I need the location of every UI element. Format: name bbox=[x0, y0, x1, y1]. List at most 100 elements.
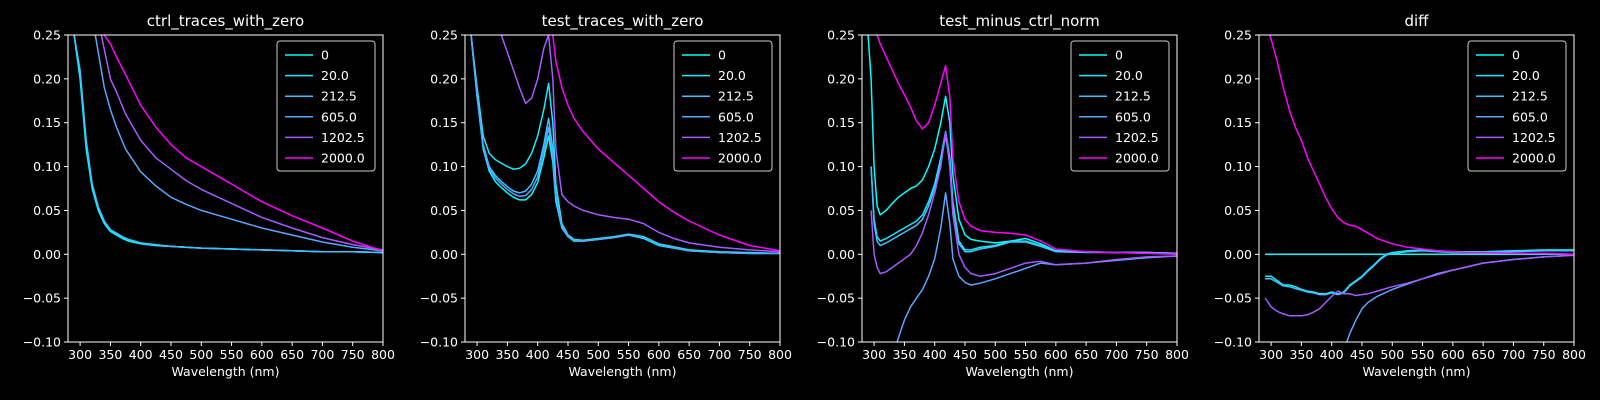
y-tick-label: 0.00 bbox=[827, 247, 855, 262]
y-tick-label: 0.15 bbox=[33, 115, 61, 130]
legend-label-4: 605.0 bbox=[718, 109, 754, 124]
y-tick-label: 0.25 bbox=[33, 28, 61, 43]
legend-label-4: 605.0 bbox=[321, 109, 357, 124]
legend-label-5: 1202.5 bbox=[321, 130, 365, 145]
legend-label-6: 2000.0 bbox=[1115, 151, 1159, 166]
x-axis-label: Wavelength (nm) bbox=[569, 364, 677, 379]
legend-label-2: 20.0 bbox=[718, 68, 746, 83]
x-tick-label: 800 bbox=[1562, 347, 1586, 362]
series-line-3 bbox=[1265, 250, 1574, 296]
y-tick-label: 0.25 bbox=[430, 28, 458, 43]
x-tick-label: 450 bbox=[159, 347, 183, 362]
x-tick-label: 450 bbox=[1350, 347, 1374, 362]
series-line-6 bbox=[1269, 35, 1574, 256]
legend-label-1: 0 bbox=[718, 48, 726, 63]
x-tick-label: 300 bbox=[68, 347, 92, 362]
chart-panel-3: test_minus_ctrl_norm 300 350 400 450 500 550 60… bbox=[817, 12, 1189, 379]
x-tick-label: 300 bbox=[1259, 347, 1283, 362]
x-tick-label: 700 bbox=[707, 347, 731, 362]
x-tick-label: 550 bbox=[1411, 347, 1435, 362]
x-tick-label: 800 bbox=[371, 347, 395, 362]
plot-frame bbox=[861, 34, 1178, 343]
x-tick-label: 700 bbox=[1104, 347, 1128, 362]
x-tick-label: 500 bbox=[1380, 347, 1404, 362]
legend-label-1: 0 bbox=[321, 48, 329, 63]
series-line-2 bbox=[470, 35, 780, 255]
series-line-5 bbox=[1264, 254, 1574, 317]
y-tick-label: −0.10 bbox=[420, 335, 458, 350]
series-line-5 bbox=[500, 35, 780, 253]
x-tick-label: 750 bbox=[738, 347, 762, 362]
y-tick-label: −0.05 bbox=[23, 291, 61, 306]
x-tick-label: 400 bbox=[129, 347, 153, 362]
legend-label-1: 0 bbox=[1512, 48, 1520, 63]
y-tick-label: 0.05 bbox=[827, 203, 855, 218]
y-tick-label: 0.00 bbox=[33, 247, 61, 262]
chart-title: diff bbox=[1404, 12, 1429, 30]
y-tick-label: 0.10 bbox=[33, 159, 61, 174]
series-line-4 bbox=[94, 35, 383, 252]
x-tick-label: 400 bbox=[1320, 347, 1344, 362]
x-tick-label: 700 bbox=[1501, 347, 1525, 362]
y-tick-label: 0.05 bbox=[1224, 203, 1252, 218]
x-axis-label: Wavelength (nm) bbox=[1363, 364, 1471, 379]
x-tick-label: 550 bbox=[1014, 347, 1038, 362]
legend-box bbox=[276, 40, 376, 172]
series-line-4 bbox=[470, 35, 780, 255]
x-tick-label: 400 bbox=[923, 347, 947, 362]
series-line-6 bbox=[876, 35, 1177, 256]
legend-label-2: 20.0 bbox=[1512, 68, 1540, 83]
y-tick-label: −0.05 bbox=[1214, 291, 1252, 306]
series-group bbox=[73, 35, 383, 254]
plot-frame bbox=[1258, 34, 1575, 343]
x-tick-label: 300 bbox=[465, 347, 489, 362]
legend-label-2: 20.0 bbox=[1115, 68, 1143, 83]
x-axis-label: Wavelength (nm) bbox=[172, 364, 280, 379]
x-tick-label: 450 bbox=[556, 347, 580, 362]
y-tick-label: 0.25 bbox=[1224, 28, 1252, 43]
legend-label-4: 605.0 bbox=[1512, 109, 1548, 124]
legend-label-5: 1202.5 bbox=[1115, 130, 1159, 145]
y-tick-label: 0.20 bbox=[827, 71, 855, 86]
x-tick-label: 550 bbox=[617, 347, 641, 362]
y-tick-label: 0.15 bbox=[1224, 115, 1252, 130]
legend-label-6: 2000.0 bbox=[1512, 151, 1556, 166]
legend-label-5: 1202.5 bbox=[718, 130, 762, 145]
legend-box bbox=[1070, 40, 1170, 172]
x-tick-label: 500 bbox=[586, 347, 610, 362]
y-tick-label: −0.10 bbox=[23, 335, 61, 350]
x-tick-label: 550 bbox=[220, 347, 244, 362]
series-group bbox=[1264, 35, 1574, 342]
series-line-6 bbox=[103, 35, 383, 252]
chart-title: test_traces_with_zero bbox=[542, 12, 704, 31]
y-tick-label: 0.15 bbox=[827, 115, 855, 130]
x-tick-label: 450 bbox=[953, 347, 977, 362]
x-tick-label: 650 bbox=[280, 347, 304, 362]
chart-panel-2: test_traces_with_zero 300 350 400 450 500 550 6… bbox=[420, 12, 792, 379]
legend-label-3: 212.5 bbox=[718, 89, 754, 104]
series-line-2 bbox=[1265, 249, 1574, 295]
series-line-1 bbox=[867, 35, 1177, 255]
x-tick-label: 350 bbox=[98, 347, 122, 362]
legend-label-2: 20.0 bbox=[321, 68, 349, 83]
y-tick-label: −0.05 bbox=[817, 291, 855, 306]
y-tick-label: −0.10 bbox=[817, 335, 855, 350]
legend-label-1: 0 bbox=[1115, 48, 1123, 63]
x-axis-label: Wavelength (nm) bbox=[966, 364, 1074, 379]
series-line-5 bbox=[870, 130, 1177, 277]
x-tick-label: 350 bbox=[892, 347, 916, 362]
series-line-5 bbox=[100, 35, 383, 251]
plot-frame bbox=[67, 34, 384, 343]
y-tick-label: 0.00 bbox=[430, 247, 458, 262]
x-tick-label: 600 bbox=[1044, 347, 1068, 362]
legend-label-6: 2000.0 bbox=[718, 151, 762, 166]
plot-frame bbox=[464, 34, 781, 343]
y-tick-label: −0.05 bbox=[420, 291, 458, 306]
x-tick-label: 400 bbox=[526, 347, 550, 362]
y-tick-label: 0.10 bbox=[430, 159, 458, 174]
x-tick-label: 700 bbox=[310, 347, 334, 362]
x-tick-label: 350 bbox=[495, 347, 519, 362]
chart-title: ctrl_traces_with_zero bbox=[147, 12, 304, 31]
series-line-3 bbox=[73, 35, 383, 254]
